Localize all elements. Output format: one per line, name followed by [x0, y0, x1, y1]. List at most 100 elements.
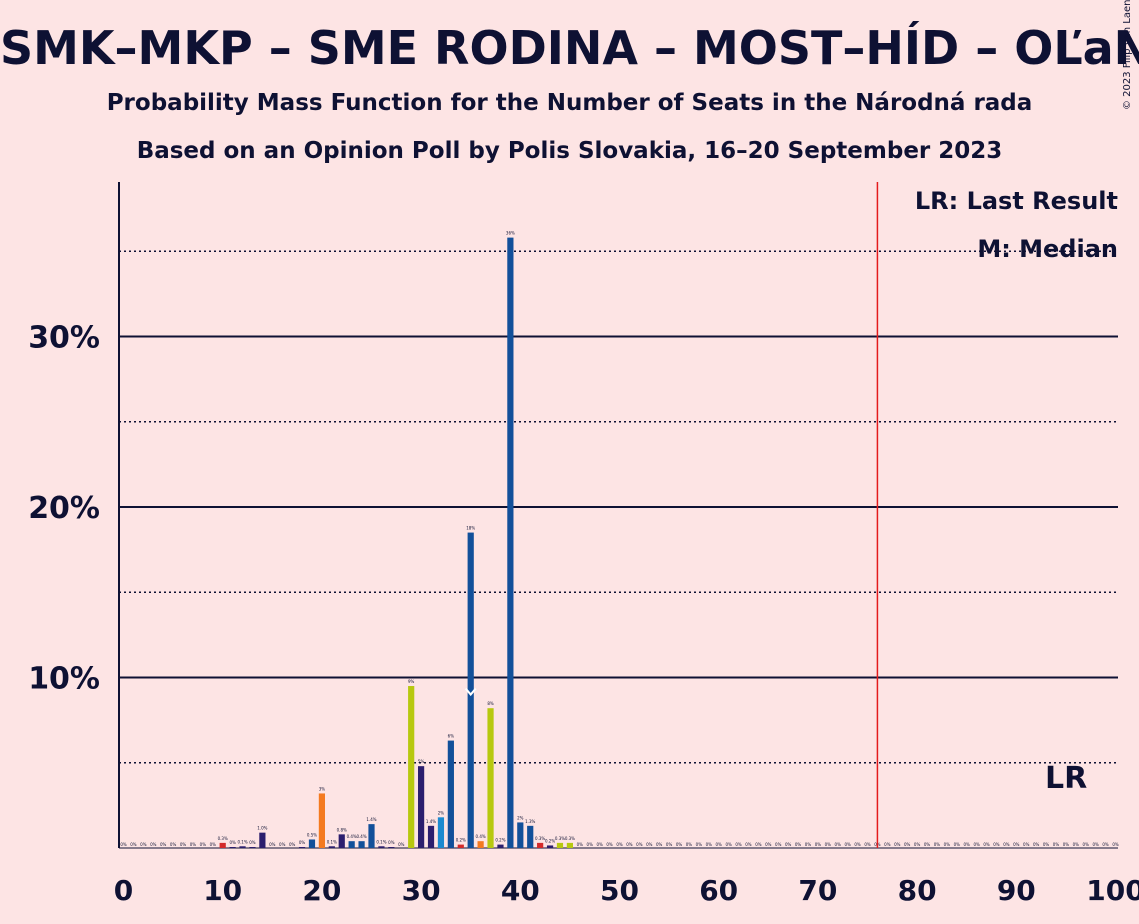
zero-label: 0% — [1043, 842, 1050, 847]
zero-label: 0% — [805, 842, 812, 847]
zero-label: 0% — [795, 842, 802, 847]
bar — [219, 842, 226, 848]
data-label: 0.8% — [337, 827, 347, 832]
x-tick-label: 70 — [798, 874, 837, 907]
zero-label: 0% — [398, 842, 405, 847]
bar — [427, 825, 435, 848]
legend-last-result: LR: Last Result — [915, 187, 1118, 215]
bar — [338, 834, 345, 848]
bar — [328, 846, 335, 848]
zero-label: 0% — [745, 842, 752, 847]
zero-label: 0% — [775, 842, 782, 847]
x-tick-label: 50 — [600, 874, 639, 907]
data-label: 0% — [249, 840, 256, 845]
x-tick-label: 40 — [501, 874, 540, 907]
data-label: 3% — [319, 786, 326, 791]
chart-subtitle: Probability Mass Function for the Number… — [106, 90, 1033, 116]
data-label: 2% — [517, 815, 524, 820]
bar — [408, 686, 415, 848]
data-label: 0.4% — [347, 834, 357, 839]
data-label: 0.4% — [476, 834, 486, 839]
zero-label: 0% — [626, 842, 633, 847]
data-label: 0.3% — [565, 836, 575, 841]
bars — [219, 237, 573, 849]
zero-label: 0% — [190, 842, 197, 847]
x-tick-label: 30 — [402, 874, 441, 907]
data-label: 5% — [418, 759, 425, 764]
gridlines — [119, 250, 1118, 849]
zero-label: 0% — [924, 842, 931, 847]
zero-label: 0% — [140, 842, 147, 847]
zero-label: 0% — [606, 842, 613, 847]
data-label: 18% — [466, 526, 475, 531]
x-tick-label: 100 — [1086, 874, 1139, 907]
data-label: 0.3% — [535, 836, 545, 841]
zero-label: 0% — [577, 842, 584, 847]
bar — [388, 847, 395, 848]
data-label: 0.2% — [456, 838, 466, 843]
data-label: 0% — [229, 840, 236, 845]
bar — [527, 825, 534, 848]
zero-label: 0% — [1063, 842, 1070, 847]
zero-label: 0% — [765, 842, 772, 847]
legend-median: M: Median — [977, 235, 1118, 263]
zero-label: 0% — [646, 842, 653, 847]
x-axis-ticks: 0 10 20 30 40 50 60 70 80 90 100 — [114, 874, 1139, 907]
bar — [378, 846, 385, 848]
zero-label: 0% — [735, 842, 742, 847]
data-labels: 0% 0% 0% 0% 0% 0% 0% 0% 0% 0% 0% 0% 0% 0% 0% 0% 0% 0% 0% 0%… — [120, 231, 1119, 847]
median-marker — [464, 687, 477, 697]
zero-label: 0% — [1112, 842, 1119, 847]
chart-subtitle-source: Based on an Opinion Poll by Polis Slovak… — [136, 138, 1003, 164]
x-tick-label: 0 — [114, 874, 133, 907]
data-label: 0.1% — [327, 839, 337, 844]
zero-label: 0% — [844, 842, 851, 847]
bar — [259, 832, 266, 848]
zero-label: 0% — [130, 842, 137, 847]
data-label: 0.1% — [237, 839, 247, 844]
zero-label: 0% — [755, 842, 762, 847]
bar — [368, 824, 375, 848]
bar — [298, 847, 306, 848]
data-label: 0.5% — [307, 832, 317, 837]
zero-label: 0% — [150, 842, 157, 847]
bar — [507, 237, 514, 849]
zero-label: 0% — [200, 842, 207, 847]
data-label: 1.4% — [426, 819, 436, 824]
zero-label: 0% — [725, 842, 732, 847]
x-tick-label: 20 — [302, 874, 341, 907]
data-label: 0% — [388, 840, 395, 845]
zero-label: 0% — [1083, 842, 1090, 847]
data-label: 0% — [299, 840, 306, 845]
zero-label: 0% — [944, 842, 951, 847]
zero-label: 0% — [993, 842, 1000, 847]
zero-label: 0% — [1013, 842, 1020, 847]
zero-label: 0% — [815, 842, 822, 847]
y-tick-label: 30% — [28, 321, 100, 356]
zero-label: 0% — [964, 842, 971, 847]
data-label: 1.0% — [257, 826, 267, 831]
zero-label: 0% — [983, 842, 990, 847]
bar — [487, 708, 494, 848]
bar — [566, 842, 573, 848]
bar — [447, 740, 454, 848]
bar — [457, 844, 464, 848]
zero-label: 0% — [706, 842, 713, 847]
zero-label: 0% — [835, 842, 842, 847]
data-label: 36% — [506, 231, 515, 236]
x-tick-label: 90 — [997, 874, 1036, 907]
zero-label: 0% — [279, 842, 286, 847]
zero-label: 0% — [954, 842, 961, 847]
bar — [497, 844, 504, 848]
data-label: 0.3% — [555, 836, 565, 841]
bar — [467, 532, 474, 848]
data-label: 0.2% — [545, 838, 555, 843]
zero-label: 0% — [825, 842, 832, 847]
zero-label: 0% — [785, 842, 792, 847]
data-label: 0.1% — [376, 839, 386, 844]
y-axis-ticks: 10% 20% 30% — [28, 321, 100, 697]
bar — [537, 842, 544, 848]
zero-label: 0% — [1053, 842, 1060, 847]
zero-label: 0% — [864, 842, 871, 847]
zero-label: 0% — [616, 842, 623, 847]
